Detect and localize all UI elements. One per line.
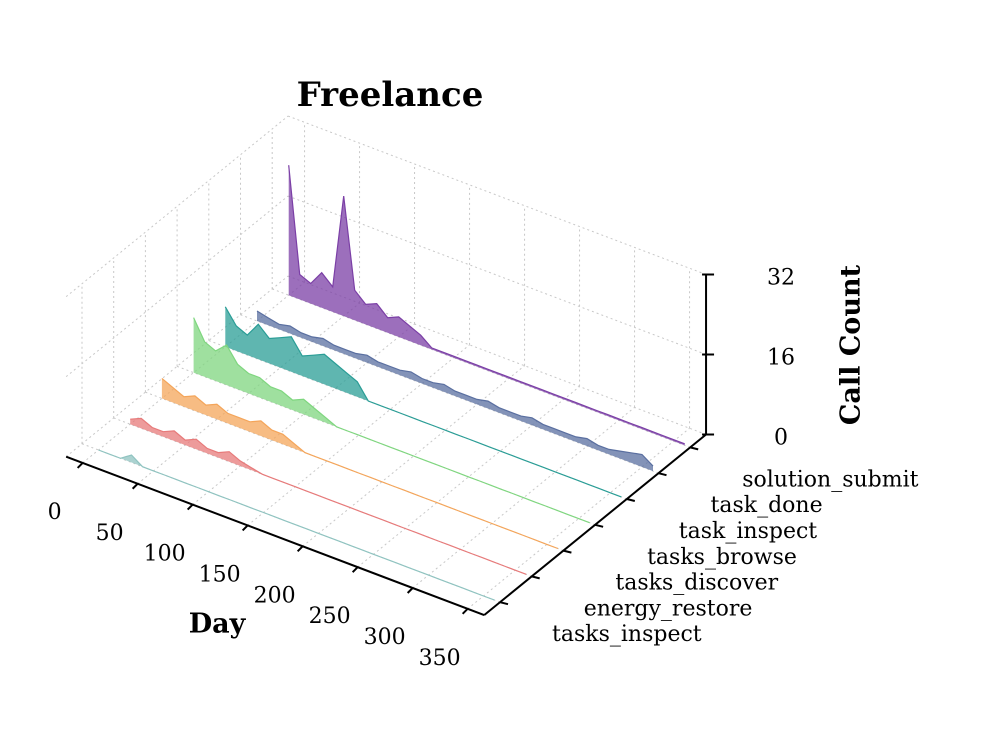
depth-tick [531,575,540,580]
depth-tick-label: tasks_discover [615,571,778,596]
depth-tick-label: tasks_inspect [552,622,702,647]
x-tick [76,462,84,469]
x-tick [131,483,139,490]
x-tick-label: 0 [48,500,62,525]
depth-tick-label: task_done [711,493,823,518]
x-tick-label: 250 [309,604,351,629]
depth-tick-label: solution_submit [742,467,918,492]
z-axis-title: Call Count [836,264,867,425]
x-tick [186,503,194,511]
x-axis-title: Day [189,609,247,640]
depth-tick [594,523,604,528]
depth-tick-label: energy_restore [584,596,753,621]
depth-tick-label: tasks_browse [647,545,797,570]
ridge-area [130,418,527,575]
x-tick-label: 50 [96,521,124,546]
x-axis [65,455,485,617]
z-tick-label: 16 [767,346,795,371]
x-tick [406,587,414,594]
depth-tick [563,549,572,554]
z-tick-label: 32 [767,266,795,291]
depth-tick [626,498,636,502]
ridge-line [98,449,495,601]
x-tick-label: 200 [254,583,296,608]
depth-tick-label: task_inspect [679,519,817,544]
depth-tick [499,601,509,606]
x-tick [241,524,249,532]
x-tick [296,545,304,553]
z-tick-label: 0 [774,426,788,451]
ridge-line [224,306,622,498]
ridge-line [288,165,685,445]
x-tick [351,566,359,573]
ridge-area [257,311,653,472]
ridge-line [130,417,527,575]
x-tick-label: 150 [199,562,241,587]
ridge-line [161,377,559,550]
x-tick-label: 300 [364,625,406,650]
x-tick [461,608,469,615]
grid-line [287,115,707,275]
ridge-area [288,165,685,446]
ridge-area [161,378,558,549]
x-tick-label: 100 [144,542,186,567]
ridge-line [193,317,590,524]
chart-title: Freelance [297,75,484,115]
depth-tick [658,472,667,477]
x-tick-label: 350 [419,646,461,671]
ridge-line [256,310,654,467]
depth-tick [689,446,699,451]
